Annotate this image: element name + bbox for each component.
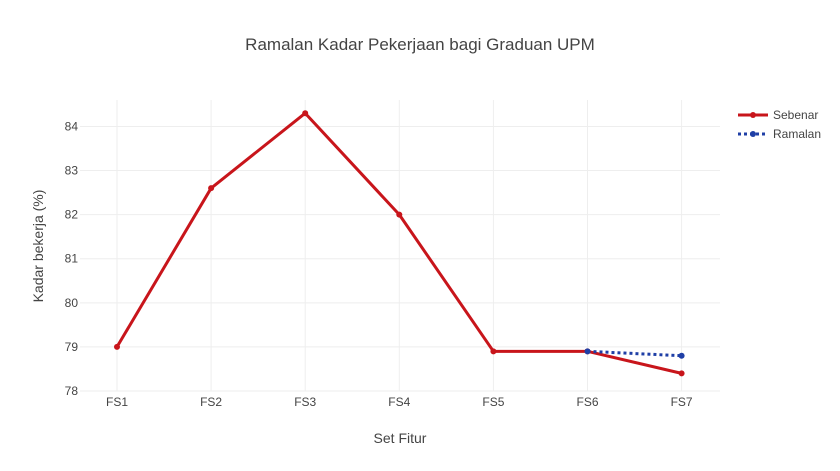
data-point-sebenar (114, 343, 120, 350)
x-tick-label: FS1 (106, 395, 128, 409)
data-point-sebenar (490, 348, 497, 355)
y-axis-ticks: 78 79 80 81 82 83 84 (65, 119, 79, 398)
chart-title: Ramalan Kadar Pekerjaan bagi Graduan UPM (245, 35, 595, 54)
y-tick-label: 80 (65, 296, 79, 310)
x-tick-label: FS6 (576, 395, 598, 409)
data-point-sebenar (678, 370, 685, 377)
data-point-sebenar (302, 110, 309, 117)
data-point-sebenar (208, 185, 215, 192)
series (114, 110, 685, 377)
y-tick-label: 78 (65, 384, 79, 398)
x-axis-label: Set Fitur (374, 430, 427, 446)
x-tick-label: FS2 (200, 395, 222, 409)
legend-marker-ramalan (750, 131, 756, 137)
legend-label-sebenar: Sebenar (773, 108, 818, 122)
y-axis-label: Kadar bekerja (%) (30, 190, 46, 303)
x-tick-label: FS7 (671, 395, 693, 409)
y-tick-label: 81 (65, 252, 79, 266)
x-axis-ticks: FS1 FS2 FS3 FS4 FS5 FS6 FS7 (106, 395, 693, 409)
x-tick-label: FS4 (388, 395, 410, 409)
y-tick-label: 79 (65, 340, 79, 354)
legend-label-ramalan: Ramalan (773, 127, 821, 141)
legend: Sebenar Ramalan (738, 108, 821, 141)
data-point-ramalan (584, 348, 591, 355)
x-tick-label: FS3 (294, 395, 316, 409)
data-point-sebenar (396, 211, 403, 218)
y-tick-label: 82 (65, 208, 79, 222)
series-line-ramalan (587, 349, 682, 358)
legend-marker-sebenar (750, 112, 756, 118)
y-tick-label: 83 (65, 164, 79, 178)
data-point-ramalan (678, 352, 685, 359)
x-tick-label: FS5 (482, 395, 504, 409)
y-tick-label: 84 (65, 119, 79, 133)
